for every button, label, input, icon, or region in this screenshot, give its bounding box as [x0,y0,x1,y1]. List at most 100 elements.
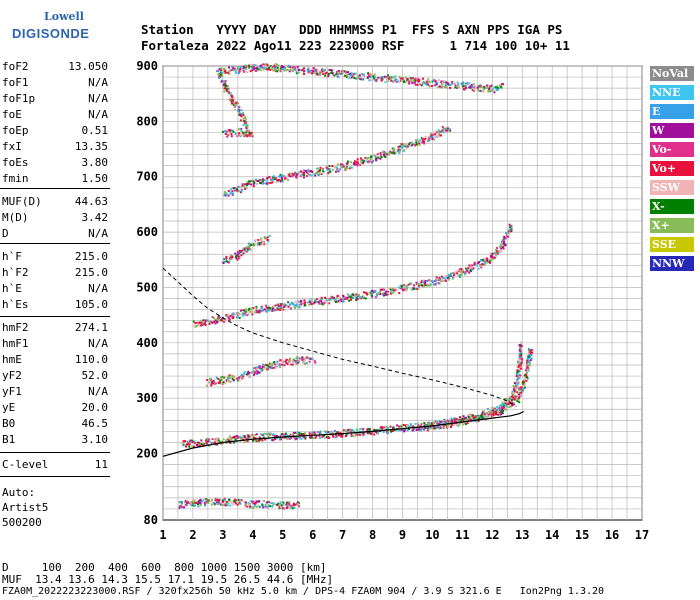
echo-point [469,266,472,269]
echo-point [400,287,403,290]
echo-point [260,433,263,436]
echo-point [302,176,305,179]
echo-point [248,247,251,250]
echo-point [320,296,323,299]
echo-point [379,289,382,292]
echo-point [252,68,255,71]
echo-point [528,355,531,358]
echo-point [421,423,424,426]
echo-point [527,357,530,360]
echo-point [490,84,493,87]
y-tick-label: 900 [136,59,158,73]
echo-point [223,260,226,263]
echo-point [340,433,343,436]
echo-point [470,83,473,86]
echo-point [182,440,185,443]
echo-point [279,303,282,306]
echo-point [228,66,230,69]
echo-point [339,168,342,171]
echo-point [422,279,425,282]
echo-point [440,130,443,133]
echo-point [289,357,292,360]
echo-point [388,76,391,79]
echo-point [255,366,258,369]
echo-point [437,79,440,82]
echo-point [296,433,299,436]
echo-point [285,68,288,71]
echo-point [445,274,448,277]
echo-point [220,442,223,445]
echo-point [261,439,264,442]
echo-point [232,67,235,70]
echo-point [344,167,347,170]
param-row: B1 3.10 [2,433,108,448]
echo-point [234,502,237,505]
echo-point [244,133,247,136]
echo-point [470,416,473,419]
echo-point [221,130,224,133]
echo-point [255,433,258,436]
echo-point [504,398,507,401]
echo-point [241,113,243,115]
echo-point [298,69,301,71]
echo-point [329,170,332,173]
echo-point [389,150,392,153]
echo-point [193,445,196,448]
echo-point [481,263,484,265]
echo-point [424,280,427,283]
echo-point [496,88,499,91]
echo-point [327,72,330,75]
echo-point [264,308,267,311]
echo-point [286,434,289,437]
echo-point [415,281,418,284]
echo-point [350,296,353,299]
echo-point [517,365,520,368]
echo-point [506,235,509,238]
echo-point [234,133,237,136]
param-key: foF1 [2,76,29,89]
echo-point [518,370,521,373]
echo-point [225,89,228,92]
echo-point [269,505,272,508]
echo-point [519,364,522,367]
echo-point [437,135,440,138]
param-value: 11 [94,458,108,471]
echo-point [249,64,252,67]
param-row: foEs 3.80 [2,156,108,171]
echo-point [445,82,448,85]
echo-point [240,254,243,257]
y-tick-label: 400 [136,336,158,350]
echo-point [420,281,423,284]
echo-point [230,102,233,105]
echo-point [463,422,466,425]
echo-point [333,300,336,302]
echo-point [394,152,397,155]
echo-point [522,387,525,390]
echo-point [428,424,431,426]
echo-point [225,192,228,195]
echo-point [294,300,297,303]
echo-point [471,268,473,271]
echo-point [418,142,421,145]
echo-point [185,445,188,448]
echo-point [455,418,458,421]
echo-point [245,437,248,440]
echo-point [323,437,326,439]
echo-point [259,68,262,71]
echo-point [444,127,447,130]
echo-point [360,161,363,164]
echo-point [351,430,354,433]
echo-point [220,80,223,83]
echo-point [485,415,488,418]
echo-point [270,502,272,505]
echo-point [227,194,230,197]
echo-point [230,188,233,191]
echo-point [369,158,372,161]
echo-point [438,282,441,285]
echo-point [213,502,216,505]
echo-point [413,288,416,290]
echo-point [244,437,246,440]
echo-point [288,437,291,440]
echo-point [409,423,412,426]
echo-point [323,302,326,305]
